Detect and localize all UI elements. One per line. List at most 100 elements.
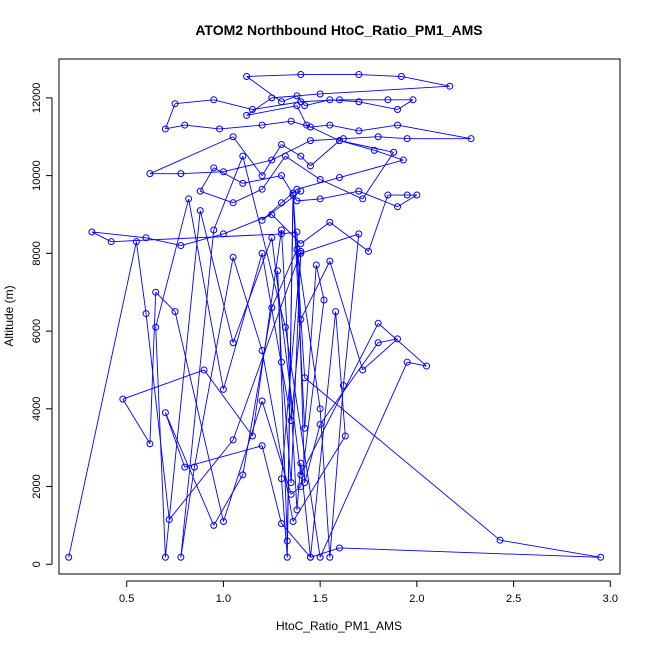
data-point: [293, 185, 301, 193]
data-point: [258, 216, 266, 224]
series-segment: [319, 342, 379, 425]
data-point: [370, 146, 378, 154]
data-point: [171, 308, 179, 316]
x-tick-label: 2.5: [506, 593, 521, 605]
data-point: [297, 152, 305, 160]
series-segment: [271, 93, 321, 99]
data-point: [283, 553, 291, 561]
series-segment: [304, 377, 501, 541]
data-point: [384, 191, 392, 199]
data-point: [384, 96, 392, 104]
series-segment: [232, 237, 273, 343]
series-segment: [329, 260, 364, 371]
data-point: [293, 245, 301, 253]
data-point: [287, 416, 295, 424]
data-point: [146, 440, 154, 448]
data-point: [229, 436, 237, 444]
series-segment: [145, 313, 170, 520]
series-segment: [329, 124, 359, 132]
data-point: [297, 471, 305, 479]
series-segment: [329, 385, 344, 558]
series-segment: [281, 175, 298, 202]
series-segment: [155, 327, 166, 558]
chart-title: ATOM2 Northbound HtoC_Ratio_PM1_AMS: [195, 22, 482, 38]
series-segment: [164, 210, 201, 558]
series-segment: [200, 190, 234, 204]
data-point: [107, 238, 115, 246]
x-axis: 0.5 1.0 1.5 2.0 2.5 3.0: [119, 580, 618, 605]
data-point: [306, 162, 314, 170]
series-segment: [339, 547, 601, 558]
data-point: [277, 358, 285, 366]
x-axis-label: HtoC_Ratio_PM1_AMS: [276, 619, 402, 633]
series-layer: [65, 71, 605, 561]
data-point: [210, 164, 218, 172]
series-segment: [343, 136, 379, 140]
series-segment: [91, 231, 112, 243]
data-point: [423, 362, 431, 370]
series-segment: [122, 398, 151, 445]
series-segment: [68, 241, 137, 558]
x-tick-label: 1.0: [216, 593, 231, 605]
series-segment: [358, 190, 398, 208]
data-point: [258, 185, 266, 193]
data-point: [316, 420, 324, 428]
data-point: [210, 96, 218, 104]
data-point: [219, 168, 227, 176]
data-point: [283, 537, 291, 545]
y-tick-label: 6000: [31, 319, 43, 343]
series-segment: [306, 124, 340, 142]
y-tick-label: 12000: [31, 83, 43, 114]
data-point: [210, 226, 218, 234]
data-point: [229, 199, 237, 207]
data-point: [326, 96, 334, 104]
series-segment: [296, 231, 306, 483]
data-point: [374, 339, 382, 347]
series-segment: [223, 400, 263, 522]
data-point: [277, 141, 285, 149]
data-point: [165, 516, 173, 524]
data-point: [355, 187, 363, 195]
data-point: [403, 358, 411, 366]
series-segment: [261, 445, 282, 524]
data-point: [277, 199, 285, 207]
data-point: [341, 432, 349, 440]
series-segment: [290, 319, 302, 421]
series-segment: [300, 463, 311, 558]
data-point: [239, 152, 247, 160]
series-segment: [362, 152, 395, 200]
series-segment: [213, 167, 243, 184]
data-point: [409, 96, 417, 104]
data-point: [293, 506, 301, 514]
data-point: [326, 121, 334, 129]
series-segment: [281, 523, 311, 558]
data-point: [320, 296, 328, 304]
series-segment: [277, 270, 288, 541]
data-point: [359, 366, 367, 374]
data-point: [374, 133, 382, 141]
data-point: [289, 189, 297, 197]
data-point: [390, 148, 398, 156]
series-segment: [199, 167, 215, 192]
data-point: [268, 94, 276, 102]
series-segment: [378, 136, 408, 140]
data-point: [316, 405, 324, 413]
data-point: [326, 257, 334, 265]
data-point: [289, 518, 297, 526]
series-segment: [180, 229, 215, 558]
data-point: [152, 323, 160, 331]
data-point: [496, 536, 504, 544]
data-point: [219, 230, 227, 238]
data-point: [65, 553, 73, 561]
series-segment: [155, 291, 176, 312]
data-point: [301, 479, 309, 487]
series-segment: [164, 103, 176, 130]
series-segment: [149, 292, 157, 444]
data-point: [297, 240, 305, 248]
data-point: [293, 197, 301, 205]
data-point: [268, 234, 276, 242]
series-segment: [261, 253, 292, 421]
data-point: [258, 249, 266, 257]
data-point: [336, 96, 343, 104]
